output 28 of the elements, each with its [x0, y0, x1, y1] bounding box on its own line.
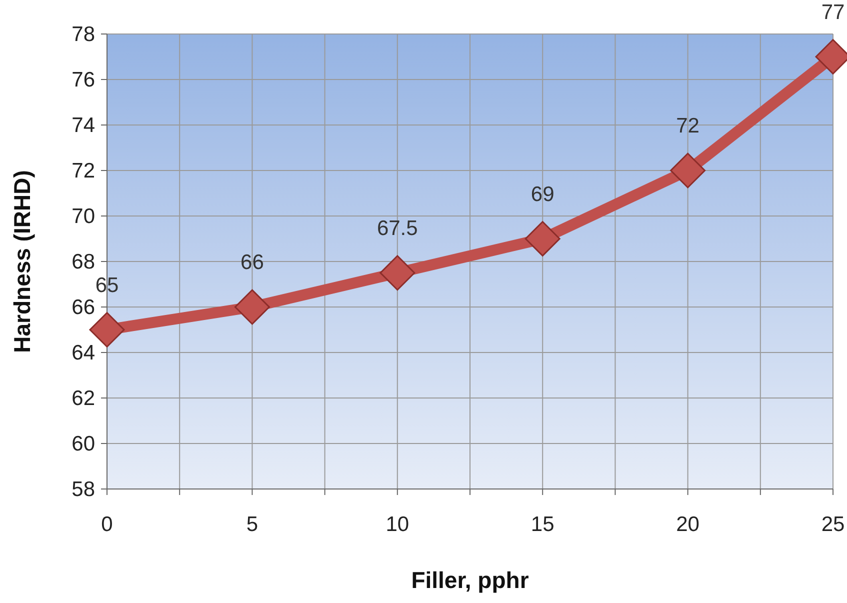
x-axis-title: Filler, pphr: [411, 567, 529, 593]
data-label: 72: [676, 114, 700, 138]
x-tick-label: 15: [530, 513, 554, 536]
y-tick-label: 60: [72, 432, 95, 456]
x-tick-label: 20: [676, 513, 700, 536]
data-label: 66: [240, 251, 264, 274]
y-tick-label: 66: [72, 296, 95, 319]
point: [524, 221, 560, 256]
y-tick-label: 76: [72, 68, 95, 92]
data-label: 77: [821, 0, 845, 24]
y-tick-label: 68: [72, 250, 95, 274]
x-tick-label: 25: [821, 513, 845, 536]
y-tick-label: 62: [72, 387, 95, 410]
x-tick-label: 5: [246, 513, 258, 536]
y-tick-label: 58: [72, 478, 95, 501]
x-tick-label: 10: [386, 513, 410, 536]
y-tick-label: 74: [72, 114, 96, 137]
x-tick-label: 0: [101, 513, 113, 536]
point: [380, 255, 416, 291]
y-axis-title: Hardness (IRHD): [9, 170, 35, 353]
y-tick-label: 64: [72, 342, 96, 364]
y-tick-label: 70: [72, 205, 95, 228]
point: [670, 152, 706, 188]
data-label: 69: [530, 182, 554, 206]
data-label: 67.5: [376, 216, 418, 240]
y-tick-label: 72: [72, 160, 95, 182]
y-tick-label: 78: [72, 23, 95, 46]
point: [234, 289, 270, 325]
